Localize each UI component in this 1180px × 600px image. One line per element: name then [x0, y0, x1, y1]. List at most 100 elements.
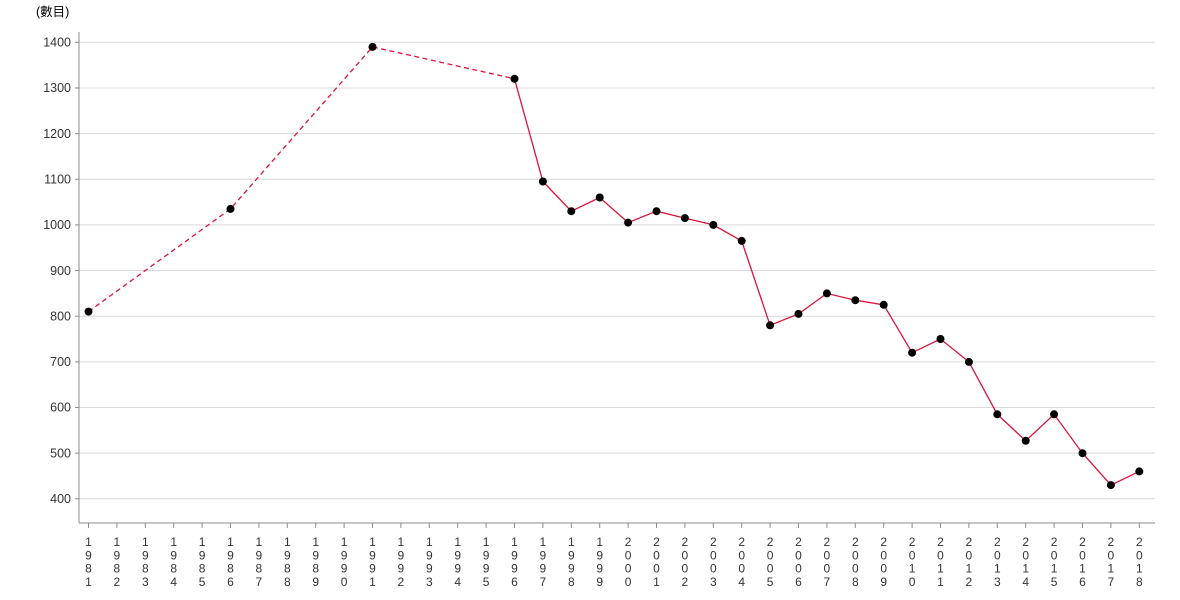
x-tick-digit: 1: [199, 535, 206, 549]
x-tick-digit: 9: [85, 548, 92, 562]
y-tick-label-400: 400: [50, 492, 71, 506]
data-point-1998: [567, 207, 576, 216]
x-tick-digit: 0: [909, 575, 916, 589]
x-tick-digit: 9: [880, 575, 887, 589]
x-tick-digit: 7: [1108, 575, 1115, 589]
x-tick-digit: 0: [625, 562, 632, 576]
x-tick-digit: 1: [312, 535, 319, 549]
data-point-2002: [680, 214, 689, 223]
x-tick-digit: 0: [1051, 548, 1058, 562]
x-tick-digit: 3: [994, 575, 1001, 589]
y-tick-label-1400: 1400: [43, 36, 71, 50]
x-tick-digit: 1: [227, 535, 234, 549]
x-tick-digit: 8: [256, 562, 263, 576]
x-tick-digit: 2: [966, 575, 973, 589]
x-tick-digit: 1: [596, 535, 603, 549]
x-tick-digit: 9: [227, 548, 234, 562]
x-tick-digit: 9: [369, 548, 376, 562]
x-tick-digit: 2: [653, 535, 660, 549]
x-tick-digit: 1: [114, 535, 121, 549]
x-tick-digit: 1: [937, 575, 944, 589]
data-point-2010: [908, 348, 917, 357]
x-tick-digit: 8: [85, 562, 92, 576]
x-tick-digit: 0: [795, 548, 802, 562]
x-tick-digit: 4: [1022, 575, 1029, 589]
data-point-2000: [624, 218, 633, 227]
x-tick-digit: 8: [142, 562, 149, 576]
x-tick-digit: 1: [966, 562, 973, 576]
y-tick-label-1100: 1100: [44, 172, 71, 186]
data-point-2001: [652, 207, 661, 216]
x-tick-digit: 0: [1136, 548, 1143, 562]
x-tick-digit: 2: [909, 535, 916, 549]
data-point-1981: [84, 307, 93, 316]
y-tick-label-500: 500: [50, 446, 71, 460]
x-tick-digit: 1: [369, 575, 376, 589]
x-tick-digit: 0: [1079, 548, 1086, 562]
data-point-2011: [936, 335, 945, 343]
x-tick-digit: 3: [710, 575, 717, 589]
x-tick-digit: 1: [483, 535, 490, 549]
x-tick-digit: 1: [398, 535, 405, 549]
x-tick-digit: 2: [114, 575, 121, 589]
x-tick-digit: 4: [454, 575, 461, 589]
data-point-2017: [1106, 481, 1115, 490]
data-point-1997: [538, 177, 547, 186]
x-tick-digit: 9: [511, 548, 518, 562]
x-tick-digit: 6: [1079, 575, 1086, 589]
series-line-solid: [513, 78, 1140, 486]
x-tick-digit: 9: [398, 562, 405, 576]
x-tick-digit: 9: [540, 548, 547, 562]
x-tick-digit: 2: [398, 575, 405, 589]
x-tick-digit: 1: [937, 562, 944, 576]
x-tick-digit: 2: [738, 535, 745, 549]
x-tick-digit: 2: [1108, 535, 1115, 549]
data-point-2004: [737, 236, 746, 245]
data-point-2008: [851, 296, 860, 305]
x-tick-digit: 7: [824, 575, 831, 589]
x-tick-digit: 9: [142, 548, 149, 562]
x-tick-digit: 0: [966, 548, 973, 562]
x-tick-digit: 8: [284, 575, 291, 589]
x-tick-digit: 9: [398, 548, 405, 562]
data-point-1996: [510, 74, 519, 83]
x-tick-digit: 1: [1051, 562, 1058, 576]
x-tick-digit: 3: [142, 575, 149, 589]
x-tick-digit: 9: [426, 548, 433, 562]
x-tick-digit: 0: [880, 548, 887, 562]
x-tick-digit: 2: [710, 535, 717, 549]
x-tick-digit: 9: [454, 548, 461, 562]
x-tick-digit: 8: [170, 562, 177, 576]
x-tick-digit: 0: [824, 562, 831, 576]
x-tick-digit: 8: [852, 575, 859, 589]
x-tick-digit: 2: [966, 535, 973, 549]
x-tick-digit: 1: [142, 535, 149, 549]
x-tick-digit: 7: [540, 575, 547, 589]
data-point-1999: [595, 193, 604, 202]
x-tick-digit: 1: [653, 575, 660, 589]
x-tick-digit: 1: [454, 535, 461, 549]
x-tick-digit: 2: [1136, 535, 1143, 549]
x-tick-digit: 9: [256, 548, 263, 562]
x-tick-digit: 9: [284, 548, 291, 562]
x-tick-digit: 4: [738, 575, 745, 589]
x-tick-digit: 8: [199, 562, 206, 576]
x-tick-digit: 0: [682, 548, 689, 562]
